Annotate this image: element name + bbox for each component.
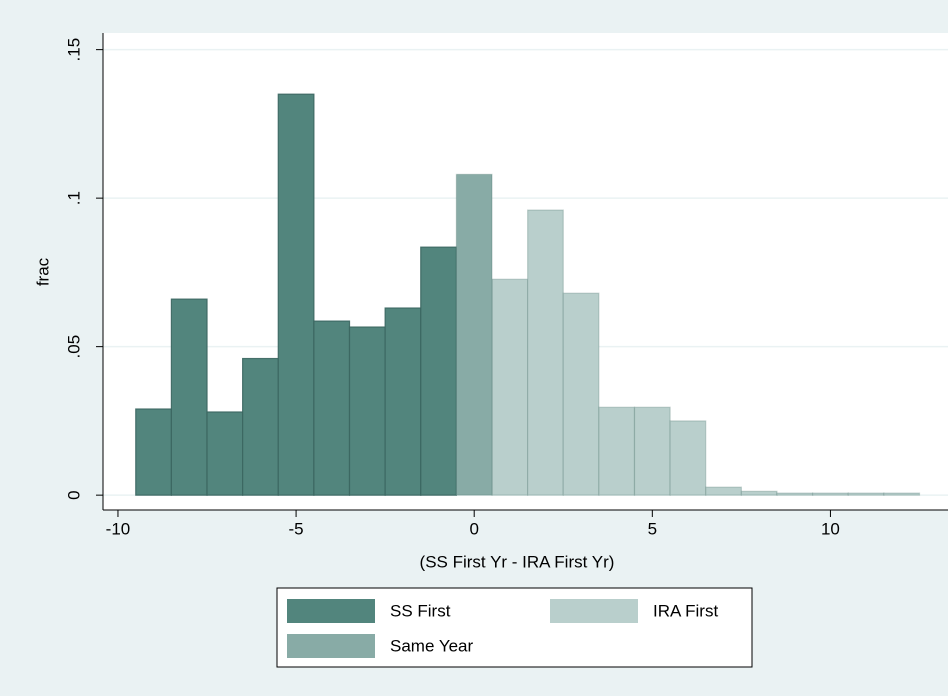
bar [705,486,742,496]
bar [313,320,351,496]
x-tick-label: 5 [648,519,657,538]
legend-swatch [287,599,375,623]
bar [847,492,885,496]
legend-swatch [550,599,638,623]
legend-label: Same Year [390,636,474,655]
bar [491,278,529,496]
bar [669,420,707,496]
bar [348,326,386,496]
bar [242,357,279,496]
y-tick-label: 0 [64,490,83,499]
bar [776,492,814,496]
bar [598,406,636,496]
x-tick-label: -5 [289,519,304,538]
bar [740,490,778,496]
x-tick-label: 10 [821,519,840,538]
y-axis-title: frac [33,257,52,286]
bar [633,406,671,496]
bar [170,298,208,496]
legend-swatch [287,634,375,658]
bar [812,492,849,496]
x-axis-title: (SS First Yr - IRA First Yr) [420,552,615,571]
bar [527,209,564,496]
legend-label: SS First [390,601,451,620]
bar [206,411,244,496]
y-tick-label: .1 [64,191,83,205]
x-tick-label: 0 [469,519,478,538]
bar [420,246,457,496]
y-tick-label: .05 [64,335,83,359]
bar [384,307,422,496]
y-tick-label: .15 [64,38,83,62]
bar [883,492,921,496]
bar [562,292,600,496]
x-tick-label: -10 [106,519,131,538]
legend-label: IRA First [653,601,718,620]
bar [277,93,315,496]
bar [455,173,493,496]
bar [135,408,172,496]
